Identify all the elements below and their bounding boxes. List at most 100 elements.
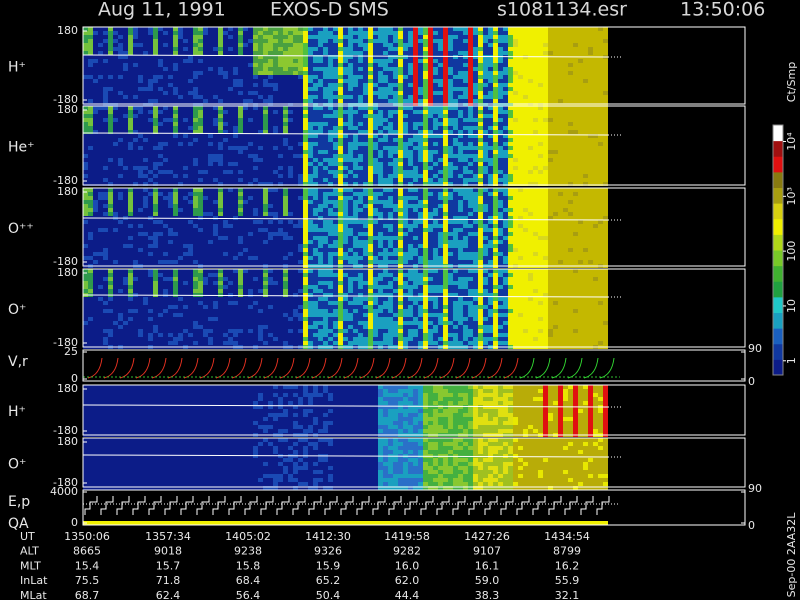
- cell: 38.3: [475, 589, 500, 600]
- y2-tick-label: 90: [748, 482, 762, 495]
- trace: [167, 357, 183, 379]
- y2-tick-label: 90: [748, 342, 762, 355]
- colorbar-cell: [773, 250, 783, 267]
- panel-frame: [82, 187, 746, 267]
- panel-frame: [82, 26, 746, 105]
- date: Aug 11, 1991: [98, 0, 226, 21]
- colorbar-cell: [773, 234, 783, 251]
- trace: [199, 357, 215, 379]
- trace: [375, 357, 391, 379]
- row-label: MLT: [20, 559, 41, 572]
- colorbar-cell: [773, 296, 783, 313]
- panel-label: O⁺: [8, 302, 26, 318]
- cell: 50.4: [316, 589, 341, 600]
- colorbar-cell: [773, 265, 783, 282]
- panel-frame: [82, 268, 746, 348]
- spectrogram: [83, 27, 608, 107]
- cell: 15.4: [75, 559, 100, 572]
- colorbar-tick-label: 10: [785, 299, 798, 313]
- cell: 15.7: [156, 559, 181, 572]
- trace: [423, 357, 439, 379]
- panel-label: E,p: [8, 494, 30, 510]
- cell: 75.5: [75, 574, 100, 587]
- spectrogram: [83, 188, 608, 268]
- cell: 1357:34: [145, 530, 191, 543]
- cell: 59.0: [475, 574, 500, 587]
- y-tick-label: 0: [71, 516, 78, 529]
- colorbar-tick-label: 1: [785, 357, 798, 364]
- cell: 1434:54: [544, 530, 590, 543]
- cell: 62.4: [156, 589, 181, 600]
- colorbar-cell: [773, 343, 783, 360]
- colorbar-tick-label: 10³: [785, 187, 798, 205]
- cell: 8799: [553, 545, 581, 558]
- trace-line: [82, 454, 609, 458]
- trace-line: [82, 294, 609, 298]
- cell: 44.4: [395, 589, 420, 600]
- trace: [551, 357, 567, 379]
- colorbar-cell: [773, 187, 783, 204]
- trace: [183, 357, 199, 379]
- colorbar-cell: [773, 140, 783, 157]
- trace: [215, 357, 231, 379]
- colorbar-cell: [773, 218, 783, 235]
- trace: [471, 357, 487, 379]
- colorbar-cell: [773, 171, 783, 188]
- y-tick-label: 180: [57, 435, 78, 448]
- trace-line: [82, 132, 609, 136]
- cell: 1350:06: [64, 530, 110, 543]
- panel-frame: [82, 489, 746, 526]
- time: 13:50:06: [680, 0, 765, 21]
- trace: [119, 357, 135, 379]
- cell: 8665: [73, 545, 101, 558]
- cell: 15.8: [236, 559, 261, 572]
- cell: 9326: [314, 545, 342, 558]
- trace: [103, 357, 119, 379]
- spectrogram: [83, 269, 608, 349]
- trace: [535, 357, 551, 379]
- panel-label: V,r: [8, 354, 28, 370]
- colorbar-frame: [772, 124, 784, 376]
- trace: [295, 357, 311, 379]
- row-label: ALT: [20, 545, 39, 558]
- trace: [247, 357, 263, 379]
- y-tick-label: 25: [64, 345, 78, 358]
- colorbar-cell: [773, 328, 783, 345]
- y-tick-label: 180: [57, 103, 78, 116]
- cell: 16.2: [555, 559, 580, 572]
- y-tick-label: 180: [57, 24, 78, 37]
- panel-frame: [82, 105, 746, 186]
- colorbar-cell: [773, 281, 783, 298]
- panel-label: QA: [8, 516, 29, 532]
- panel-label: H⁺: [8, 60, 26, 76]
- cell: 68.4: [236, 574, 261, 587]
- trace: [407, 357, 423, 379]
- trace: [135, 357, 151, 379]
- trace: [455, 357, 471, 379]
- trace: [439, 357, 455, 379]
- spectrogram: [83, 438, 608, 490]
- cell: 9282: [393, 545, 421, 558]
- row-label: MLat: [20, 589, 47, 600]
- title: EXOS-D SMS: [270, 0, 389, 21]
- panel-label: He⁺: [8, 140, 35, 156]
- cell: 1419:58: [384, 530, 430, 543]
- trace: [391, 357, 407, 379]
- spectrogram: [83, 106, 608, 186]
- trace: [487, 357, 503, 379]
- spectrogram: [83, 385, 608, 437]
- y-tick-label: -180: [53, 174, 78, 187]
- cell: 9238: [234, 545, 262, 558]
- y-tick-label: 0: [71, 372, 78, 385]
- trace: [87, 357, 103, 379]
- panel-label: H⁺: [8, 404, 26, 420]
- note: Sep-00 2AA32L: [785, 512, 798, 598]
- trace: [311, 357, 327, 379]
- y-tick-label: -180: [53, 93, 78, 106]
- cell: 32.1: [555, 589, 580, 600]
- trace: [151, 357, 167, 379]
- y-tick-label: -180: [53, 255, 78, 268]
- row-label: UT: [20, 530, 35, 543]
- y2-tick-label: 0: [748, 519, 755, 532]
